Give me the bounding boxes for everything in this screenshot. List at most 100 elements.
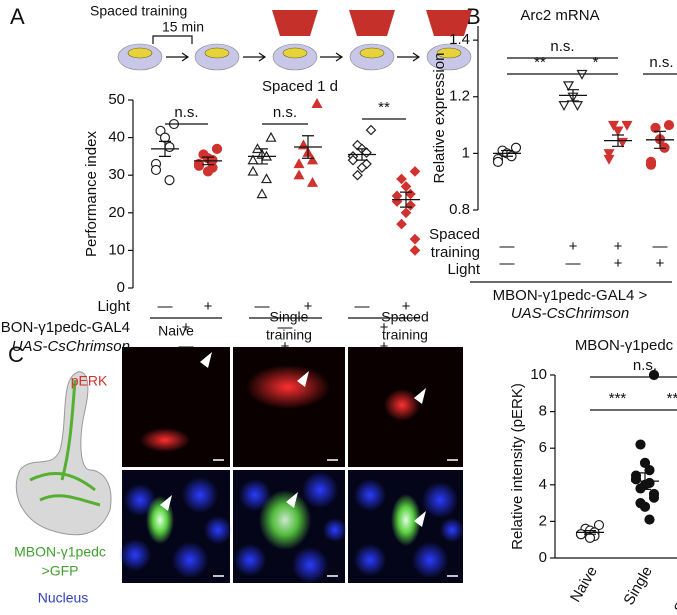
y-tick-label: 6 xyxy=(539,439,547,456)
data-point xyxy=(260,173,273,184)
data-point xyxy=(202,166,214,177)
chart-title: MBON-γ1pedc xyxy=(575,337,674,354)
schematic-label: Spaced training xyxy=(90,3,187,19)
y-tick-label: 0.8 xyxy=(449,201,470,218)
data-point xyxy=(306,154,319,165)
y-tick-label: 50 xyxy=(108,91,125,108)
row-value: + xyxy=(304,298,313,315)
significance-label: * xyxy=(593,54,599,71)
row-label: MBON-γ1pedc-GAL4 xyxy=(0,319,130,336)
column-title: Single xyxy=(270,309,309,325)
error-bar xyxy=(256,148,268,165)
y-tick-label: 4 xyxy=(539,476,547,493)
data-point xyxy=(492,156,504,167)
row-value: — xyxy=(158,298,173,315)
significance-label: n.s. xyxy=(174,104,198,121)
data-point xyxy=(365,124,377,136)
row-value: — xyxy=(566,255,581,272)
data-point xyxy=(150,164,162,176)
y-tick-label: 20 xyxy=(108,204,125,221)
x-tick-label: Single xyxy=(620,563,656,608)
data-point xyxy=(306,176,319,187)
significance-label: n.s. xyxy=(633,357,657,374)
data-point xyxy=(663,119,675,131)
data-point xyxy=(648,492,660,503)
data-point xyxy=(562,81,575,92)
row-value: + xyxy=(614,238,623,255)
error-bar xyxy=(159,140,171,157)
data-point xyxy=(400,181,412,192)
column-title: training xyxy=(266,327,312,343)
y-tick-label: 10 xyxy=(108,241,125,258)
schematic-interval: 15 min xyxy=(162,19,204,35)
y-tick-label: 40 xyxy=(108,129,125,146)
error-bar xyxy=(356,148,368,161)
data-point xyxy=(211,143,223,154)
nucleus-label: Nucleus xyxy=(38,590,89,606)
data-point xyxy=(347,154,359,166)
stain-label: pERK xyxy=(71,373,108,389)
y-axis-label: Performance index xyxy=(83,131,100,257)
y-tick-label: 8 xyxy=(539,403,547,420)
data-point xyxy=(396,218,407,230)
x-tick-label: Spaced xyxy=(671,563,677,615)
data-point xyxy=(630,474,642,485)
data-point xyxy=(639,501,651,512)
significance-label: ** xyxy=(378,99,390,116)
data-point xyxy=(356,162,368,174)
data-point xyxy=(650,122,661,134)
data-point xyxy=(164,174,175,186)
data-point xyxy=(193,160,205,171)
data-point xyxy=(621,120,633,131)
neuron-render xyxy=(15,371,112,536)
data-point xyxy=(558,101,570,111)
significance-label: ** xyxy=(667,390,677,407)
data-point xyxy=(265,131,277,142)
x-tick-label: Naive xyxy=(567,563,601,605)
error-bar xyxy=(567,89,579,102)
row-value: + xyxy=(614,255,623,272)
data-point xyxy=(645,159,657,170)
data-point xyxy=(293,158,305,169)
data-point xyxy=(391,196,403,207)
significance-label: *** xyxy=(609,390,627,407)
data-point xyxy=(247,165,259,176)
row-label: training xyxy=(431,244,480,261)
data-point xyxy=(639,457,651,468)
row-label: Light xyxy=(97,298,130,315)
row-value: + xyxy=(569,238,578,255)
data-point xyxy=(571,101,584,111)
data-point xyxy=(616,137,629,148)
row-value: — xyxy=(500,238,515,255)
error-bar xyxy=(302,135,314,159)
data-point xyxy=(405,188,416,200)
y-tick-label: 2 xyxy=(539,512,547,529)
data-point xyxy=(293,169,305,180)
data-point xyxy=(603,154,615,165)
panel-letter: C xyxy=(8,342,24,367)
error-bar xyxy=(202,156,214,166)
data-point xyxy=(405,199,416,211)
column-title: Spaced xyxy=(381,309,428,325)
y-axis-label: Relative intensity (pERK) xyxy=(509,383,526,550)
row-value: — xyxy=(255,298,270,315)
chart-title: Arc2 mRNA xyxy=(520,7,599,24)
error-bar xyxy=(400,191,412,208)
neuron-label: MBON-γ1pedc xyxy=(14,544,106,560)
significance-label: n.s. xyxy=(273,104,297,121)
data-point xyxy=(352,169,363,181)
neuron-label: >GFP xyxy=(42,563,79,579)
chart-title: Spaced 1 d xyxy=(262,78,338,95)
data-point xyxy=(409,233,421,245)
row-value: — xyxy=(179,338,194,355)
row-value: — xyxy=(500,255,515,272)
data-point xyxy=(256,188,268,199)
data-point xyxy=(603,149,615,160)
y-tick-label: 1.2 xyxy=(449,88,470,105)
row-value: — xyxy=(653,238,668,255)
interval-bracket xyxy=(152,35,193,44)
row-value: + xyxy=(380,319,389,336)
data-point xyxy=(510,142,522,153)
column-title: training xyxy=(382,327,428,343)
